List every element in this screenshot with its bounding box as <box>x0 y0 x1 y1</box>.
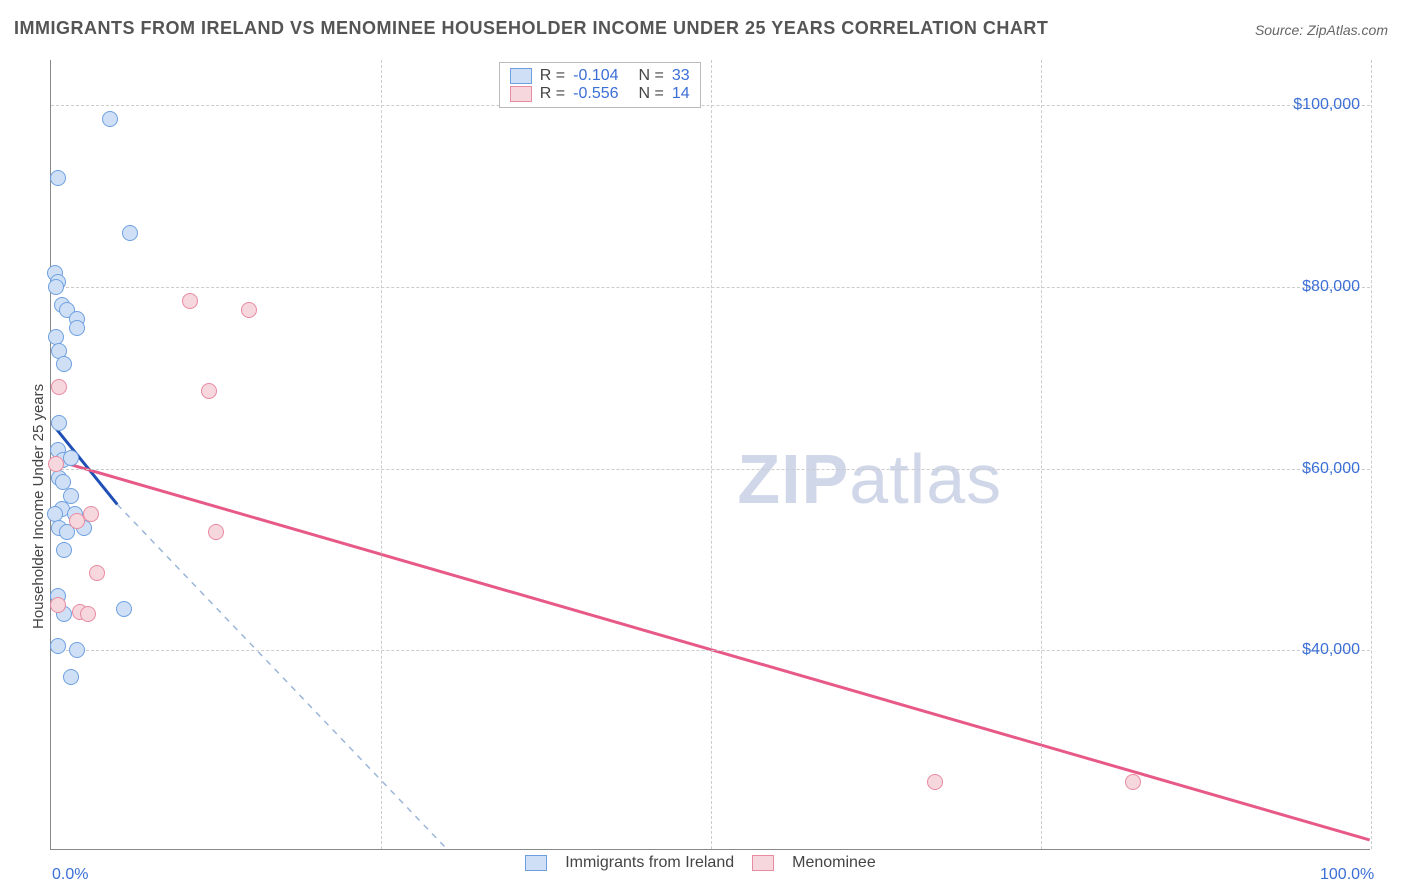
legend-n-value: 33 <box>672 67 690 85</box>
data-point <box>80 606 96 622</box>
legend-stat-row: R = -0.104 N = 33 <box>510 67 690 85</box>
y-tick-label: $40,000 <box>1302 641 1360 659</box>
data-point <box>50 170 66 186</box>
chart-container: IMMIGRANTS FROM IRELAND VS MENOMINEE HOU… <box>0 0 1406 892</box>
legend-r-label: R = <box>540 85 565 103</box>
legend-stats: R = -0.104 N = 33 R = -0.556 N = 14 <box>499 62 701 108</box>
data-point <box>69 513 85 529</box>
y-axis-label: Householder Income Under 25 years <box>30 384 47 629</box>
legend-swatch <box>510 68 532 84</box>
source-label: Source: ZipAtlas.com <box>1255 22 1388 38</box>
data-point <box>63 669 79 685</box>
legend-swatch <box>510 86 532 102</box>
x-axis-max-label: 100.0% <box>1320 866 1374 884</box>
data-point <box>1125 774 1141 790</box>
legend-r-value: -0.104 <box>573 67 618 85</box>
data-point <box>50 638 66 654</box>
legend-n-value: 14 <box>672 85 690 103</box>
gridline-vertical <box>711 60 712 849</box>
plot-area: ZIPatlas <box>50 60 1370 850</box>
legend-r-label: R = <box>540 67 565 85</box>
data-point <box>50 597 66 613</box>
data-point <box>927 774 943 790</box>
data-point <box>102 111 118 127</box>
gridline-vertical <box>1371 60 1372 849</box>
legend-swatch <box>525 855 547 871</box>
y-tick-label: $100,000 <box>1293 96 1360 114</box>
watermark: ZIPatlas <box>737 439 1002 519</box>
trend-line <box>117 504 447 849</box>
data-point <box>56 356 72 372</box>
gridline-vertical <box>1041 60 1042 849</box>
watermark-thin: atlas <box>849 440 1002 518</box>
data-point <box>48 279 64 295</box>
data-point <box>51 415 67 431</box>
legend-series-label: Menominee <box>792 854 876 872</box>
data-point <box>63 450 79 466</box>
legend-swatch <box>752 855 774 871</box>
chart-title: IMMIGRANTS FROM IRELAND VS MENOMINEE HOU… <box>14 18 1048 39</box>
data-point <box>69 320 85 336</box>
data-point <box>182 293 198 309</box>
gridline-vertical <box>381 60 382 849</box>
data-point <box>69 642 85 658</box>
data-point <box>48 456 64 472</box>
watermark-bold: ZIP <box>737 440 849 518</box>
data-point <box>89 565 105 581</box>
legend-r-value: -0.556 <box>573 85 618 103</box>
data-point <box>201 383 217 399</box>
legend-n-label: N = <box>639 85 664 103</box>
data-point <box>116 601 132 617</box>
y-tick-label: $60,000 <box>1302 460 1360 478</box>
legend-n-label: N = <box>639 67 664 85</box>
data-point <box>56 542 72 558</box>
data-point <box>51 379 67 395</box>
data-point <box>208 524 224 540</box>
data-point <box>241 302 257 318</box>
legend-series-label: Immigrants from Ireland <box>565 854 734 872</box>
data-point <box>122 225 138 241</box>
y-tick-label: $80,000 <box>1302 278 1360 296</box>
legend-series: Immigrants from Ireland Menominee <box>525 854 876 872</box>
legend-stat-row: R = -0.556 N = 14 <box>510 85 690 103</box>
x-axis-min-label: 0.0% <box>52 866 88 884</box>
